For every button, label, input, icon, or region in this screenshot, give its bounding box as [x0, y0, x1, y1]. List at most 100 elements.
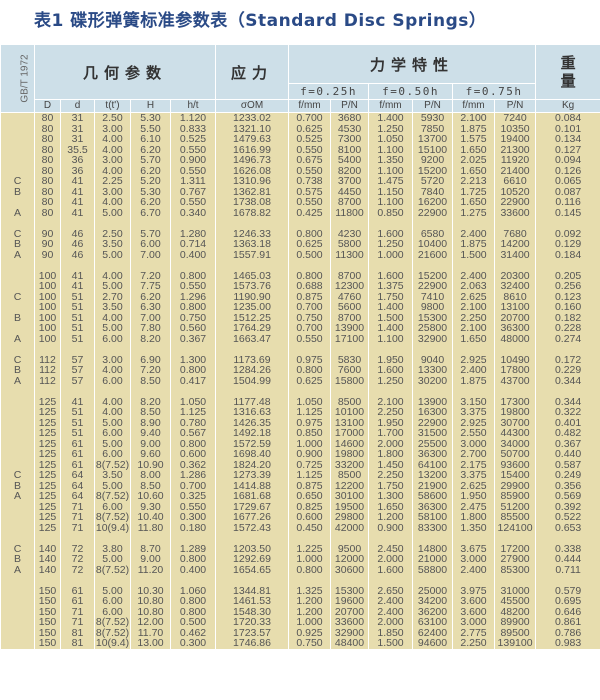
cell-p-050: 62400: [412, 627, 454, 638]
cell-f-025: 0.550: [288, 197, 332, 208]
cell-p-075: 10350: [494, 123, 537, 134]
cell-f-025: 0.575: [288, 186, 332, 197]
cell-p-025: 8200: [330, 165, 370, 176]
cell-kg: 0.367: [535, 438, 600, 449]
cell-f-050: 1.450: [368, 459, 414, 470]
cell-h-t: 0.362: [169, 459, 217, 470]
cell-p-025: 15300: [330, 585, 370, 596]
cell-f-075: 3.000: [452, 554, 496, 565]
cell-D: 150: [34, 585, 61, 596]
cell-f-075: 2.063: [452, 281, 496, 292]
cell-h-t: 0.600: [169, 449, 217, 460]
empty-cell: [34, 386, 61, 397]
empty-cell: [535, 344, 600, 355]
cell-p-025: 7600: [330, 365, 370, 376]
cell-f-025: 0.625: [288, 123, 332, 134]
cell-p-025: 19800: [330, 449, 370, 460]
cell-f-075: 2.625: [452, 291, 496, 302]
empty-cell: [494, 533, 537, 544]
cell-H: 5.30: [130, 186, 171, 197]
cell-d: 64: [60, 470, 95, 481]
cell-p-025: 13900: [330, 323, 370, 334]
cell-d: 57: [60, 365, 95, 376]
cell-t: 4.00: [94, 165, 131, 176]
cell-kg: 0.695: [535, 596, 600, 607]
cell-p-025: 8700: [330, 197, 370, 208]
empty-cell: [34, 260, 61, 271]
cell-h-t: 0.550: [169, 501, 217, 512]
empty-cell: [130, 533, 171, 544]
cell-t: 8(7.52): [94, 564, 131, 575]
column-header-sigma-om: σOM: [215, 99, 290, 113]
cell-t: 2.70: [94, 291, 131, 302]
cell-f-075: 2.250: [452, 638, 496, 649]
cell-f-075: 2.625: [452, 480, 496, 491]
cell-H: 8.50: [130, 407, 171, 418]
cell-t: 3.00: [94, 186, 131, 197]
cell-kg: 0.522: [535, 512, 600, 523]
cell-f-025: 0.900: [288, 449, 332, 460]
cell-p-075: 27900: [494, 554, 537, 565]
cell-f-050: 1.150: [368, 186, 414, 197]
cell-d: 81: [60, 638, 95, 649]
series-class-cell: A: [0, 375, 35, 386]
empty-cell: [34, 575, 61, 586]
cell-t: 6.00: [94, 375, 131, 386]
cell-kg: 0.646: [535, 606, 600, 617]
cell-p-050: 7840: [412, 186, 454, 197]
cell-d: 71: [60, 501, 95, 512]
cell-d: 41: [60, 270, 95, 281]
cell-d: 51: [60, 417, 95, 428]
empty-cell: [330, 386, 370, 397]
empty-cell: [535, 260, 600, 271]
cell-p-075: 93600: [494, 459, 537, 470]
cell-D: 125: [34, 428, 61, 439]
column-header-d: d: [60, 99, 95, 113]
cell-H: 11.20: [130, 564, 171, 575]
cell-f-075: 2.400: [452, 228, 496, 239]
cell-kg: 0.322: [535, 407, 600, 418]
cell-h-t: 0.550: [169, 165, 217, 176]
cell-sigma-om: 1626.08: [215, 165, 290, 176]
cell-D: 80: [34, 155, 61, 166]
cell-p-050: 36200: [412, 606, 454, 617]
cell-f-050: 1.500: [368, 312, 414, 323]
cell-h-t: 0.560: [169, 323, 217, 334]
cell-H: 8.20: [130, 333, 171, 344]
cell-kg: 0.160: [535, 302, 600, 313]
cell-p-075: 15400: [494, 470, 537, 481]
table-row: A 140 72 8(7.52) 11.20 0.400 1654.65 0.800 30600…: [0, 564, 600, 575]
empty-cell: [130, 386, 171, 397]
cell-f-025: 0.738: [288, 176, 332, 187]
empty-cell: [288, 386, 332, 397]
cell-kg: 0.256: [535, 281, 600, 292]
cell-t: 4.00: [94, 197, 131, 208]
series-class-cell: [0, 112, 35, 124]
cell-sigma-om: 1363.18: [215, 239, 290, 250]
cell-f-025: 0.875: [288, 291, 332, 302]
cell-d: 64: [60, 491, 95, 502]
empty-cell: [535, 386, 600, 397]
cell-d: 57: [60, 375, 95, 386]
empty-cell: [0, 575, 35, 586]
cell-D: 125: [34, 501, 61, 512]
cell-kg: 0.482: [535, 428, 600, 439]
cell-p-050: 9800: [412, 302, 454, 313]
cell-kg: 0.653: [535, 522, 600, 533]
cell-D: 112: [34, 365, 61, 376]
cell-f-025: 0.800: [288, 564, 332, 575]
empty-cell: [452, 260, 496, 271]
series-class-cell: [0, 323, 35, 334]
cell-f-050: 1.100: [368, 197, 414, 208]
cell-sigma-om: 1764.29: [215, 323, 290, 334]
cell-d: 51: [60, 302, 95, 313]
cell-H: 8.90: [130, 417, 171, 428]
cell-d: 51: [60, 333, 95, 344]
cell-t: 8(7.52): [94, 512, 131, 523]
cell-kg: 0.172: [535, 354, 600, 365]
series-class-cell: A: [0, 333, 35, 344]
cell-p-075: 10490: [494, 354, 537, 365]
cell-kg: 0.123: [535, 291, 600, 302]
cell-h-t: 0.400: [169, 249, 217, 260]
cell-kg: 0.101: [535, 123, 600, 134]
